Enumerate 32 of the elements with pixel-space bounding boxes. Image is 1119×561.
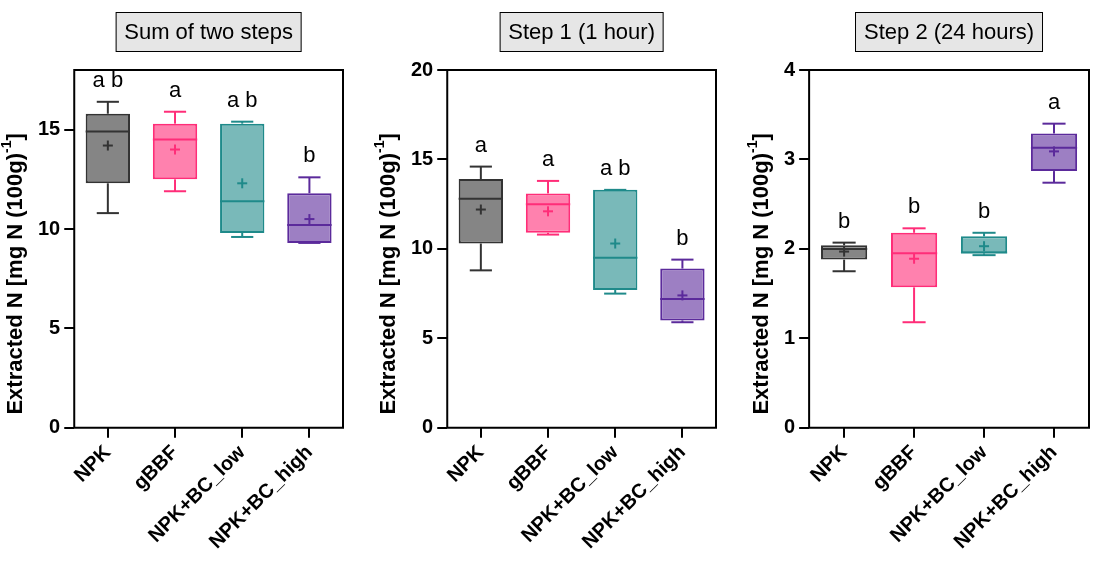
annotation: b: [907, 193, 921, 219]
y-tick-label: 0: [784, 415, 796, 438]
y-tick-label: 10: [38, 216, 61, 239]
y-axis-title: Extracted N [mg N (100g)-1]: [0, 133, 28, 415]
y-axis-title: Extracted N [mg N (100g)-1]: [370, 133, 401, 415]
y-tick-label: 20: [411, 57, 434, 80]
y-tick-label: 15: [38, 117, 61, 140]
y-tick-label: 3: [784, 146, 796, 169]
annotation: b: [676, 224, 689, 250]
y-tick-label: 4: [784, 57, 796, 80]
chart-title: Step 1 (1 hour): [499, 12, 664, 52]
annotation: a: [168, 76, 182, 102]
chart-title: Sum of two steps: [115, 12, 302, 52]
y-tick-label: 10: [411, 236, 434, 259]
chart-title: Step 2 (24 hours): [855, 12, 1044, 52]
annotation: a: [541, 145, 555, 171]
annotation: a b: [226, 86, 258, 112]
y-axis-title: Extracted N [mg N (100g)-1]: [743, 133, 774, 415]
y-tick-label: 0: [422, 415, 434, 438]
annotation: b: [303, 142, 316, 168]
annotation: a: [1047, 88, 1061, 114]
annotation: a: [474, 131, 488, 157]
annotation: b: [837, 207, 851, 233]
y-tick-label: 0: [49, 415, 61, 438]
y-tick-label: 1: [784, 325, 796, 348]
annotation: b: [977, 197, 991, 223]
y-tick-label: 15: [411, 146, 434, 169]
annotation: a b: [599, 154, 631, 180]
annotation: a b: [92, 66, 124, 92]
y-tick-label: 5: [49, 315, 61, 338]
y-tick-label: 2: [784, 236, 796, 259]
y-tick-label: 5: [422, 325, 434, 348]
